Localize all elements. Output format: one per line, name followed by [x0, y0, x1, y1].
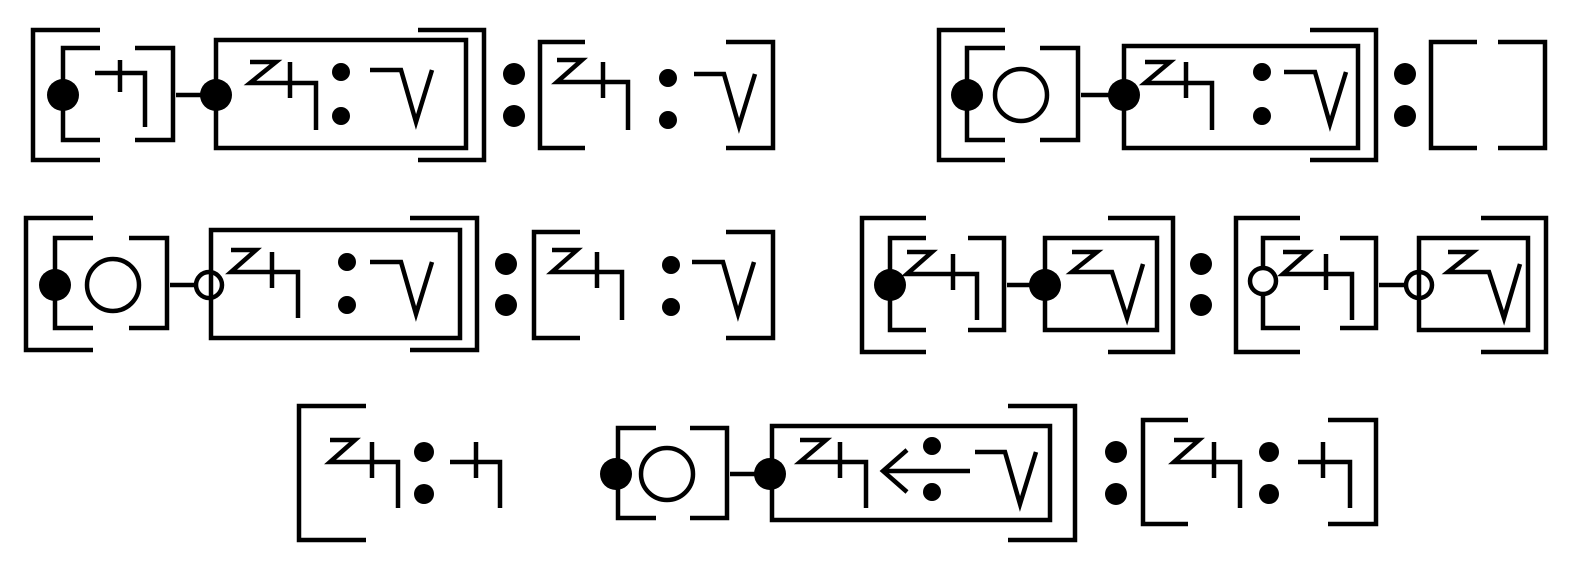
circle-glyph-icon	[84, 256, 142, 314]
formula-3	[23, 215, 776, 353]
node-bracket-right	[968, 235, 1007, 333]
node-bracket-right	[135, 45, 176, 143]
z-glyph	[1441, 249, 1523, 326]
z-hook-glyph	[1138, 59, 1215, 130]
colon-dot-icon	[414, 442, 434, 462]
z-glyph	[1065, 249, 1146, 326]
box	[1121, 43, 1361, 151]
circle-glyph-icon	[992, 66, 1050, 124]
colon-dot-icon	[923, 437, 941, 455]
colon-dot-icon	[1253, 63, 1271, 81]
z-hook-glyph	[1277, 249, 1355, 320]
separator-dot-icon	[1394, 63, 1416, 85]
filled-dot-icon	[39, 269, 71, 301]
formula-4	[859, 215, 1549, 355]
arrow-left-icon	[879, 448, 970, 494]
outer-bracket-right	[1108, 215, 1176, 355]
outer-bracket-right	[418, 27, 487, 163]
outer-bracket-right	[410, 215, 480, 353]
z-hook-glyph	[546, 247, 625, 320]
box	[213, 37, 469, 151]
filled-dot-icon	[600, 458, 632, 490]
neg-v-glyph	[1284, 69, 1349, 132]
colon-dot-icon	[414, 484, 434, 504]
colon-dot-icon	[338, 296, 356, 314]
box	[1042, 235, 1160, 333]
separator-dot-icon	[503, 63, 525, 85]
hook-glyph	[1298, 442, 1353, 508]
colon-dot-icon	[1253, 107, 1271, 125]
colon-dot-icon	[1259, 484, 1279, 504]
hook-glyph	[450, 442, 503, 508]
colon-dot-icon	[338, 253, 356, 271]
z-hook-glyph	[793, 437, 869, 508]
formula-5	[296, 403, 1379, 543]
neg-v-glyph	[975, 449, 1039, 512]
colon-dot-icon	[332, 107, 350, 125]
filled-dot-icon	[47, 79, 79, 111]
outer-bracket-right	[1310, 27, 1379, 163]
colon-dot-icon	[659, 111, 677, 129]
separator-dot-icon	[503, 105, 525, 127]
node-bracket-right	[1340, 235, 1379, 331]
outer-bracket	[859, 215, 926, 355]
box	[1416, 235, 1531, 333]
z-hook-glyph	[324, 437, 401, 508]
result-bracket-right	[1328, 417, 1379, 527]
z-hook-glyph	[1168, 437, 1243, 508]
result-bracket-right	[726, 229, 776, 341]
result-bracket-right	[726, 39, 776, 151]
colon-dot-icon	[1259, 442, 1279, 462]
separator-dot-icon	[1394, 105, 1416, 127]
formula-1	[30, 27, 776, 163]
neg-v-glyph	[370, 259, 435, 322]
z-hook-glyph	[901, 249, 980, 320]
filled-dot-icon	[951, 79, 983, 111]
separator-dot-icon	[1190, 253, 1212, 275]
node-bracket-right	[690, 425, 730, 521]
node-bracket-right	[1040, 45, 1081, 143]
result-bracket-left	[537, 39, 585, 151]
colon-dot-icon	[659, 69, 677, 87]
empty-bracket-left	[1428, 39, 1477, 151]
filled-dot-icon	[874, 269, 906, 301]
result-bracket-left	[531, 229, 580, 341]
colon-dot-icon	[332, 63, 350, 81]
node-bracket-right	[129, 235, 170, 331]
outer-bracket	[1233, 215, 1300, 355]
separator-dot-icon	[1105, 441, 1127, 463]
separator-dot-icon	[495, 294, 517, 316]
outer-bracket	[936, 27, 1005, 163]
colon-dot-icon	[662, 298, 680, 316]
z-hook-glyph	[243, 59, 319, 130]
outer-bracket	[296, 403, 366, 543]
circle-glyph-icon	[638, 445, 696, 503]
outer-bracket	[30, 27, 100, 163]
box	[769, 423, 1053, 523]
colon-dot-icon	[923, 483, 941, 501]
outer-bracket-right	[1481, 215, 1549, 355]
z-hook-glyph	[225, 247, 301, 318]
hook-glyph	[95, 60, 148, 127]
outer-bracket	[23, 215, 93, 353]
box	[208, 227, 463, 341]
result-bracket-left	[1140, 417, 1188, 527]
separator-dot-icon	[495, 253, 517, 275]
separator-dot-icon	[1190, 294, 1212, 316]
hollow-dot-icon	[1247, 265, 1279, 297]
neg-v-glyph	[370, 67, 435, 130]
neg-v-glyph	[694, 71, 758, 134]
z-hook-glyph	[551, 57, 631, 130]
outer-bracket-right	[1008, 403, 1078, 543]
formula-2	[936, 27, 1548, 163]
separator-dot-icon	[1105, 483, 1127, 505]
neg-v-glyph	[692, 259, 757, 322]
empty-bracket-right	[1498, 39, 1548, 151]
colon-dot-icon	[662, 256, 680, 274]
